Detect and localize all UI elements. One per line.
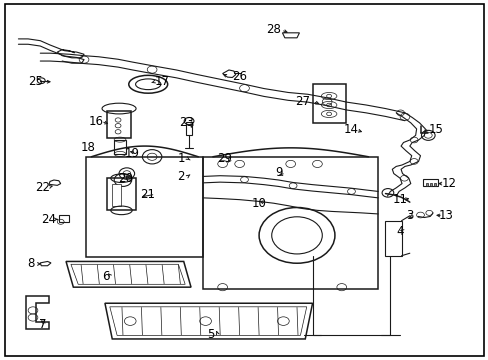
- Text: 15: 15: [428, 123, 443, 136]
- Text: 12: 12: [440, 177, 455, 190]
- Text: 16: 16: [88, 114, 103, 127]
- Text: 10: 10: [251, 197, 266, 210]
- Text: 6: 6: [102, 270, 109, 283]
- Bar: [433, 183, 435, 186]
- Bar: [114, 140, 125, 154]
- Text: 24: 24: [41, 213, 57, 226]
- Text: 1: 1: [177, 152, 184, 165]
- Text: 22: 22: [35, 181, 50, 194]
- Text: 3: 3: [406, 209, 413, 222]
- Bar: [59, 215, 69, 222]
- Text: 19: 19: [125, 147, 140, 160]
- Bar: [186, 122, 192, 135]
- Text: 11: 11: [392, 193, 407, 206]
- Text: 25: 25: [28, 75, 43, 88]
- Text: 5: 5: [206, 328, 214, 341]
- Bar: [312, 84, 345, 123]
- Text: 21: 21: [140, 188, 154, 201]
- Text: 29: 29: [217, 152, 232, 165]
- Text: 23: 23: [178, 116, 193, 129]
- Bar: [429, 183, 431, 186]
- Text: 27: 27: [295, 95, 310, 108]
- Text: 20: 20: [118, 172, 133, 185]
- Text: 4: 4: [396, 225, 403, 238]
- Text: 18: 18: [81, 141, 95, 154]
- Text: 9: 9: [274, 166, 282, 179]
- Bar: [107, 111, 130, 138]
- Text: 26: 26: [232, 70, 246, 83]
- Text: 8: 8: [27, 257, 34, 270]
- Text: 14: 14: [343, 123, 358, 136]
- Bar: [425, 183, 427, 186]
- Text: 13: 13: [438, 209, 453, 222]
- Text: 28: 28: [265, 23, 281, 36]
- Bar: [384, 221, 401, 256]
- Bar: [423, 179, 437, 186]
- Text: 17: 17: [154, 75, 169, 88]
- Bar: [112, 184, 120, 206]
- Text: 2: 2: [177, 170, 184, 183]
- Bar: [107, 178, 135, 210]
- Text: 7: 7: [39, 318, 46, 331]
